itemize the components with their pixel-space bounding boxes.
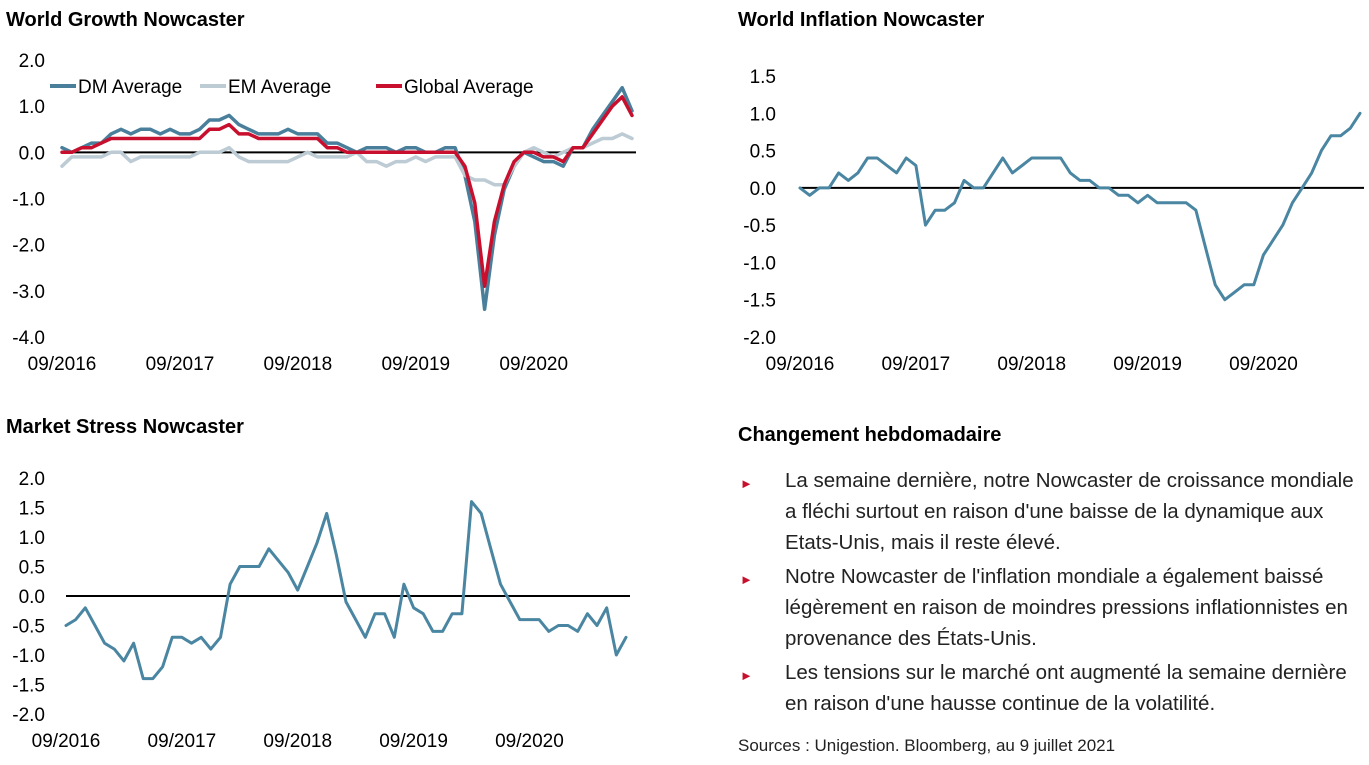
stress-chart: 2.0 1.5 1.0 0.5 0.0 -0.5 -1.0 -1.5 -2.0 09/2016 09… — [12, 469, 630, 752]
x-tick-label: 09/2019 — [381, 354, 450, 375]
x-tick-label: 09/2016 — [32, 731, 101, 752]
x-tick-label: 09/2016 — [766, 354, 835, 375]
x-tick-label: 09/2020 — [499, 354, 568, 375]
summary-bullet-text: Les tensions sur le marché ont augmenté … — [785, 661, 1347, 715]
y-tick-label: 1.0 — [19, 528, 45, 549]
x-tick-label: 09/2017 — [882, 354, 951, 375]
summary-title: Changement hebdomadaire — [738, 424, 1002, 446]
y-tick-label: -4.0 — [12, 328, 45, 349]
y-tick-label: -1.0 — [743, 253, 776, 274]
legend-label: DM Average — [78, 77, 182, 98]
y-tick-label: -0.5 — [743, 216, 776, 237]
y-tick-label: 0.0 — [19, 587, 45, 608]
legend-label: EM Average — [228, 77, 331, 98]
y-tick-label: 2.0 — [19, 51, 45, 72]
y-tick-label: -1.0 — [12, 646, 45, 667]
y-tick-label: 0.5 — [750, 142, 776, 163]
legend-label: Global Average — [404, 77, 534, 98]
series-line-inflation — [798, 111, 1362, 302]
inflation-chart: 1.5 1.0 0.5 0.0 -0.5 -1.0 -1.5 -2.0 09/2016 09/20… — [743, 67, 1364, 375]
y-tick-label: -2.0 — [743, 328, 776, 349]
x-tick-label: 09/2020 — [1229, 354, 1298, 375]
summary-bullet: ► La semaine dernière, notre Nowcaster de… — [738, 465, 1368, 558]
summary-bullet-text: La semaine dernière, notre Nowcaster de … — [785, 469, 1354, 554]
inflation-chart-title: World Inflation Nowcaster — [738, 9, 985, 31]
x-tick-label: 09/2018 — [263, 731, 332, 752]
series-line-stress — [64, 500, 628, 681]
x-tick-label: 09/2018 — [997, 354, 1066, 375]
y-tick-label: -2.0 — [12, 705, 45, 726]
y-tick-label: 0.0 — [750, 179, 776, 200]
y-tick-label: -2.0 — [12, 236, 45, 257]
stress-chart-title: Market Stress Nowcaster — [6, 416, 244, 438]
y-tick-label: -1.0 — [12, 190, 45, 211]
y-tick-label: -1.5 — [12, 676, 45, 697]
series-line-global-average — [60, 95, 634, 288]
sources-note: Sources : Unigestion. Bloomberg, au 9 ju… — [738, 736, 1116, 755]
x-tick-label: 09/2017 — [146, 354, 215, 375]
y-tick-label: -1.5 — [743, 291, 776, 312]
summary-bullet-text: Notre Nowcaster de l'inflation mondiale … — [785, 565, 1348, 650]
y-tick-label: 0.0 — [19, 143, 45, 164]
y-tick-label: 1.5 — [750, 67, 776, 88]
summary-bullet: ► Notre Nowcaster de l'inflation mondiale… — [738, 561, 1368, 654]
bullet-marker-icon: ► — [740, 476, 753, 491]
y-tick-label: 1.0 — [19, 97, 45, 118]
bullet-marker-icon: ► — [740, 572, 753, 587]
x-tick-label: 09/2016 — [28, 354, 97, 375]
x-tick-label: 09/2020 — [495, 731, 564, 752]
series-line-dm-average — [60, 85, 634, 312]
growth-chart-title: World Growth Nowcaster — [6, 9, 245, 31]
y-tick-label: -0.5 — [12, 617, 45, 638]
x-tick-label: 09/2018 — [264, 354, 333, 375]
y-tick-label: 2.0 — [19, 469, 45, 490]
summary-bullets: ► La semaine dernière, notre Nowcaster de… — [738, 465, 1368, 722]
y-tick-label: 1.5 — [19, 499, 45, 520]
x-tick-label: 09/2019 — [1113, 354, 1182, 375]
summary-bullet: ► Les tensions sur le marché ont augmenté… — [738, 657, 1368, 719]
y-tick-label: -3.0 — [12, 282, 45, 303]
y-tick-label: 1.0 — [750, 104, 776, 125]
y-tick-label: 0.5 — [19, 558, 45, 579]
bullet-marker-icon: ► — [740, 668, 753, 683]
growth-chart: 2.0 1.0 0.0 -1.0 -2.0 -3.0 -4.0 09/2016 09/2017 0… — [12, 51, 636, 375]
x-tick-label: 09/2019 — [379, 731, 448, 752]
x-tick-label: 09/2017 — [148, 731, 217, 752]
series-line-em-average — [60, 132, 634, 187]
